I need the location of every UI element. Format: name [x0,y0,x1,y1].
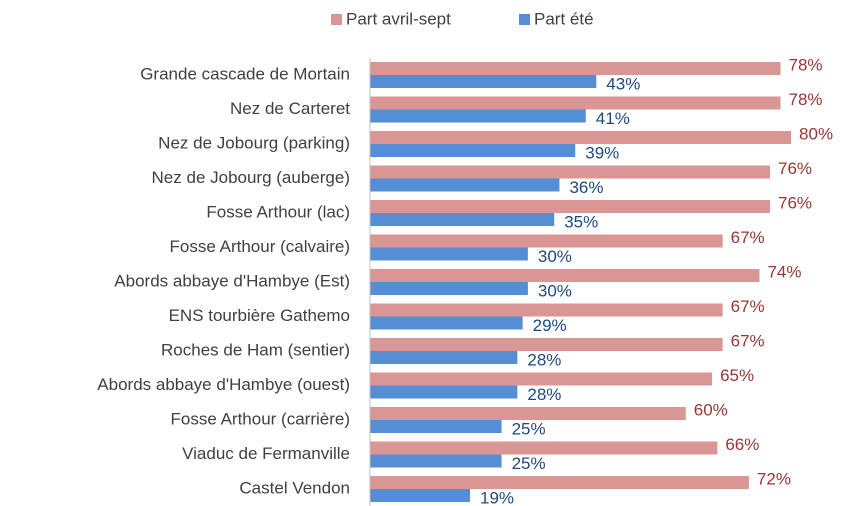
value-label: 39% [585,143,619,162]
value-label: 30% [538,281,572,300]
value-label: 60% [694,400,728,419]
value-label: 43% [606,74,640,93]
bar [370,441,718,455]
category-label: Viaduc de Fermanville [182,444,350,463]
value-label: 66% [725,435,759,454]
value-label: 67% [731,331,765,350]
value-label: 76% [778,159,812,178]
bar [370,316,523,330]
bar [370,144,576,157]
category-label: Castel Vendon [239,479,350,498]
bar [370,338,723,351]
bar [370,476,749,489]
bar [370,303,723,317]
bar [370,420,502,433]
bar [370,131,792,144]
value-label: 19% [480,488,514,506]
category-label: Nez de Carteret [230,99,350,118]
value-label: 72% [757,469,791,488]
bar [370,178,560,192]
value-label: 78% [789,90,823,109]
value-label: 41% [596,109,630,128]
category-label: Fosse Arthour (carrière) [171,410,351,429]
value-label: 25% [512,454,546,473]
value-label: 25% [512,419,546,438]
bar [370,247,528,261]
legend-swatch [519,14,530,25]
bar [370,213,555,226]
value-label: 65% [720,366,754,385]
category-label: Nez de Jobourg (auberge) [152,168,350,187]
value-label: 29% [533,316,567,335]
bar [370,96,781,110]
category-label: Fosse Arthour (calvaire) [170,237,350,256]
bar [370,372,713,386]
value-label: 76% [778,193,812,212]
category-label: ENS tourbière Gathemo [169,306,350,325]
value-label: 67% [731,297,765,316]
bar [370,454,502,468]
category-label: Abords abbaye d'Hambye (ouest) [97,375,350,394]
value-label: 67% [731,228,765,247]
value-label: 78% [789,55,823,74]
category-label: Roches de Ham (sentier) [161,341,350,360]
legend-swatch [331,14,342,25]
bar [370,269,760,282]
category-label: Nez de Jobourg (parking) [158,134,350,153]
category-label: Abords abbaye d'Hambye (Est) [114,272,350,291]
bar [370,282,528,295]
bar [370,165,770,179]
legend-label: Part été [534,9,594,28]
legend-label: Part avril-sept [346,9,451,28]
bar [370,62,781,75]
bar [370,407,686,420]
value-label: 35% [564,212,598,231]
bar [370,234,723,248]
value-label: 36% [569,178,603,197]
category-label: Grande cascade de Mortain [140,65,350,84]
value-label: 74% [767,262,801,281]
bar [370,385,518,399]
bar [370,489,470,502]
category-label: Fosse Arthour (lac) [206,203,350,222]
bar [370,109,586,123]
bar [370,351,518,364]
bar [370,75,597,88]
value-label: 28% [527,385,561,404]
value-label: 80% [799,124,833,143]
value-label: 28% [527,350,561,369]
bar [370,200,770,213]
value-label: 30% [538,247,572,266]
